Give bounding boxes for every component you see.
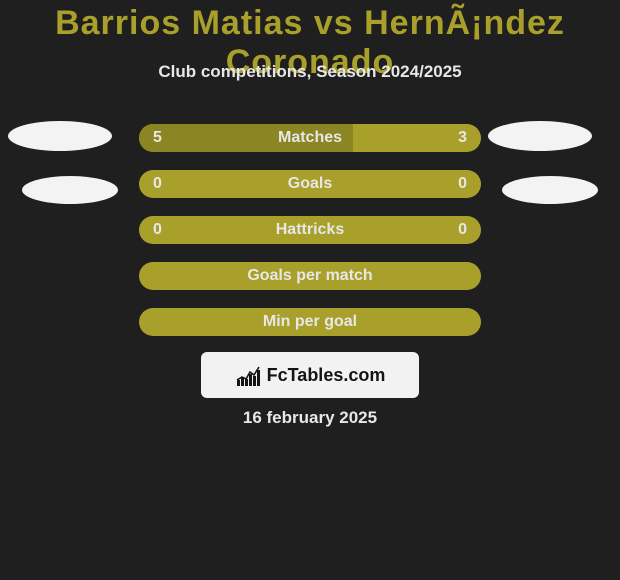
stat-row-matches: Matches5 3 — [139, 124, 481, 152]
stat-value-left: 0 — [153, 221, 162, 239]
infographic-date: 16 february 2025 — [0, 408, 620, 428]
stat-value-left: 0 — [153, 175, 162, 193]
right-flag-ellipse — [502, 176, 598, 204]
stat-value-right: 3 — [458, 129, 467, 147]
left-flag-ellipse — [8, 121, 112, 151]
stat-label: Goals per match — [139, 267, 481, 285]
stat-label: Goals — [139, 175, 481, 193]
stat-row-goals-per-match: Goals per match — [139, 262, 481, 290]
stat-value-right: 0 — [458, 175, 467, 193]
comparison-infographic: Barrios Matias vs HernÃ¡ndez Coronado Cl… — [0, 0, 620, 580]
subtitle: Club competitions, Season 2024/2025 — [0, 62, 620, 82]
stat-row-min-per-goal: Min per goal — [139, 308, 481, 336]
stat-value-right: 0 — [458, 221, 467, 239]
right-flag-ellipse — [488, 121, 592, 151]
stat-row-goals: Goals0 0 — [139, 170, 481, 198]
logo-text: FcTables.com — [267, 365, 386, 386]
stat-label: Min per goal — [139, 313, 481, 331]
stats-bars: Matches53Goals00Hattricks00Goals per mat… — [139, 124, 481, 354]
left-flag-ellipse — [22, 176, 118, 204]
stat-label: Hattricks — [139, 221, 481, 239]
stat-value-left: 5 — [153, 129, 162, 147]
barchart-icon — [235, 364, 261, 386]
logo-box: FcTables.com — [201, 352, 419, 398]
stat-label: Matches — [139, 129, 481, 147]
stat-row-hattricks: Hattricks0 0 — [139, 216, 481, 244]
